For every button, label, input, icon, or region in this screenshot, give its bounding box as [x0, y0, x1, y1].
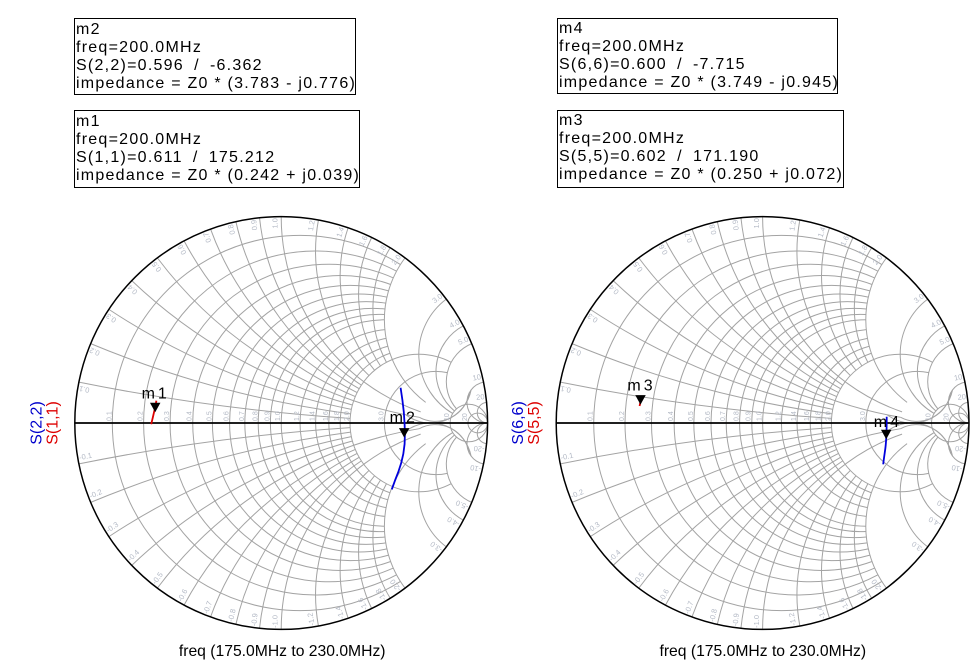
svg-text:m1: m1: [142, 385, 170, 402]
svg-text:S(5,5): S(5,5): [526, 401, 543, 445]
svg-text:S(6,6): S(6,6): [510, 401, 527, 445]
svg-text:freq (175.0MHz to 230.0MHz): freq (175.0MHz to 230.0MHz): [179, 643, 386, 660]
svg-text:m3: m3: [627, 378, 655, 395]
svg-text:m4: m4: [874, 414, 902, 431]
svg-text:freq (175.0MHz to 230.0MHz): freq (175.0MHz to 230.0MHz): [659, 643, 866, 660]
svg-text:S(1,1): S(1,1): [45, 401, 62, 445]
svg-text:m2: m2: [390, 410, 418, 427]
svg-text:S(2,2): S(2,2): [29, 401, 46, 445]
